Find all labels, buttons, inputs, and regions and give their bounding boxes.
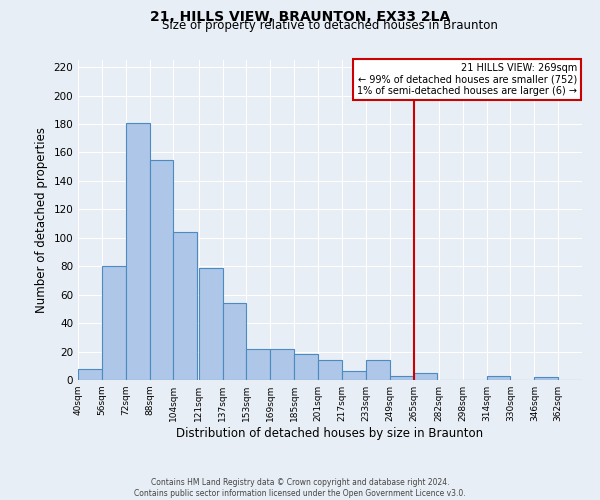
Bar [173,232,197,380]
Bar [78,368,102,380]
Bar [247,348,271,380]
Bar [534,377,558,380]
Text: 21, HILLS VIEW, BRAUNTON, EX33 2LA: 21, HILLS VIEW, BRAUNTON, EX33 2LA [150,10,450,24]
Text: 21 HILLS VIEW: 269sqm
← 99% of detached houses are smaller (752)
1% of semi-deta: 21 HILLS VIEW: 269sqm ← 99% of detached … [357,63,577,96]
Bar [366,360,389,380]
Bar [294,354,318,380]
Bar [389,376,413,380]
Text: Contains HM Land Registry data © Crown copyright and database right 2024.
Contai: Contains HM Land Registry data © Crown c… [134,478,466,498]
Y-axis label: Number of detached properties: Number of detached properties [35,127,48,313]
X-axis label: Distribution of detached houses by size in Braunton: Distribution of detached houses by size … [176,427,484,440]
Bar [199,268,223,380]
Bar [271,348,294,380]
Bar [342,372,366,380]
Bar [318,360,342,380]
Bar [487,376,511,380]
Title: Size of property relative to detached houses in Braunton: Size of property relative to detached ho… [162,20,498,32]
Bar [149,160,173,380]
Bar [102,266,126,380]
Bar [223,303,247,380]
Bar [413,373,437,380]
Bar [126,122,149,380]
